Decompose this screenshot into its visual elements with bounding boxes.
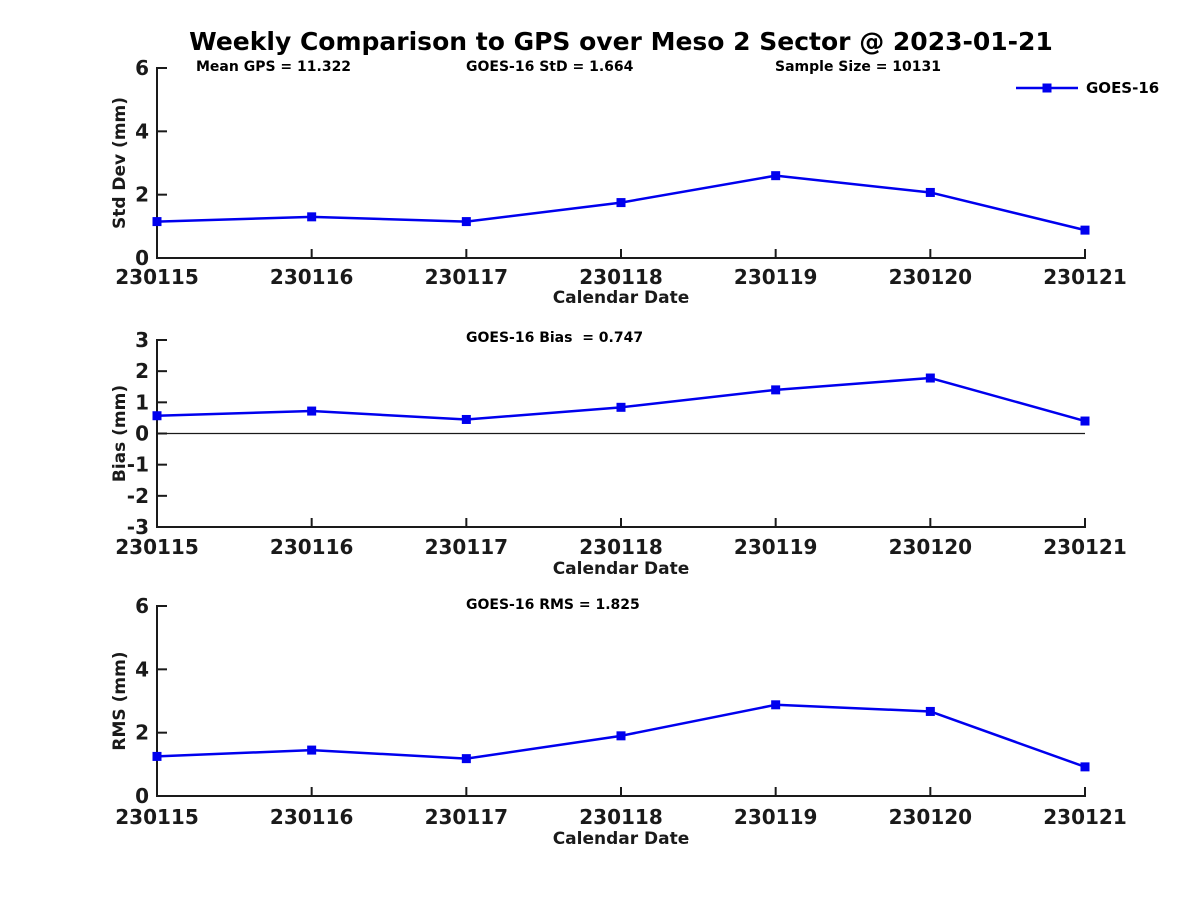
y-tick-label: 2 (135, 721, 149, 745)
x-tick-label: 230115 (115, 265, 199, 289)
x-tick-label: 230117 (425, 535, 509, 559)
x-tick-label: 230115 (115, 805, 199, 829)
x-tick-label: 230116 (270, 265, 354, 289)
y-tick-label: -3 (127, 515, 149, 539)
y-tick-label: 0 (135, 784, 149, 808)
y-tick-label: 3 (135, 328, 149, 352)
y-tick-label: 1 (135, 390, 149, 414)
annotation-text: GOES-16 StD = 1.664 (466, 59, 634, 75)
y-tick-label: 4 (135, 119, 149, 143)
y-tick-label: 4 (135, 657, 149, 681)
data-point-marker (461, 217, 471, 227)
y-tick-label: 2 (135, 359, 149, 383)
annotation-text: Sample Size = 10131 (775, 59, 941, 75)
data-point-marker (616, 198, 626, 208)
data-point-marker (1080, 416, 1090, 426)
data-point-marker (1080, 225, 1090, 235)
x-tick-label: 230117 (425, 265, 509, 289)
data-point-marker (152, 217, 162, 227)
x-tick-label: 230118 (579, 535, 663, 559)
x-tick-label: 230119 (734, 265, 818, 289)
data-point-marker (307, 745, 317, 755)
x-tick-label: 230120 (889, 265, 973, 289)
x-tick-label: 230118 (579, 265, 663, 289)
data-point-marker (461, 754, 471, 764)
x-tick-label: 230115 (115, 535, 199, 559)
data-point-marker (771, 171, 781, 181)
y-axis-label: RMS (mm) (110, 651, 130, 750)
y-tick-label: -1 (127, 453, 149, 477)
data-point-marker (616, 731, 626, 741)
x-tick-label: 230116 (270, 805, 354, 829)
data-point-marker (616, 402, 626, 412)
y-tick-label: 6 (135, 56, 149, 80)
data-point-marker (307, 406, 317, 416)
data-point-marker (152, 751, 162, 761)
legend-label: GOES-16 (1086, 79, 1159, 97)
y-tick-label: 0 (135, 246, 149, 270)
annotation-text: GOES-16 Bias = 0.747 (466, 330, 643, 346)
data-point-marker (925, 187, 935, 197)
y-tick-label: 0 (135, 422, 149, 446)
y-tick-label: -2 (127, 484, 149, 508)
data-point-marker (771, 385, 781, 395)
x-tick-label: 230119 (734, 535, 818, 559)
x-tick-label: 230120 (889, 535, 973, 559)
y-axis-label: Std Dev (mm) (110, 97, 130, 229)
legend-marker (1042, 83, 1052, 93)
rms-chart: 0 2 4 6 230115 230116 230117 230118 230119 230120… (110, 594, 1127, 849)
annotation-text: GOES-16 RMS = 1.825 (466, 597, 640, 613)
data-point-marker (1080, 762, 1090, 772)
y-tick-label: 2 (135, 183, 149, 207)
data-point-marker (152, 411, 162, 421)
data-point-marker (461, 414, 471, 424)
x-tick-label: 230121 (1043, 265, 1127, 289)
x-axis-label: Calendar Date (553, 829, 690, 849)
x-tick-label: 230116 (270, 535, 354, 559)
x-tick-label: 230121 (1043, 805, 1127, 829)
x-tick-label: 230119 (734, 805, 818, 829)
y-axis-label: Bias (mm) (110, 385, 130, 482)
stddev-chart: 0 2 4 6 230115 230116 230117 230118 230119 230120… (110, 56, 1159, 308)
x-tick-label: 230118 (579, 805, 663, 829)
x-tick-label: 230117 (425, 805, 509, 829)
x-axis-label: Calendar Date (553, 559, 690, 579)
x-tick-label: 230121 (1043, 535, 1127, 559)
data-point-marker (925, 373, 935, 383)
data-point-marker (307, 212, 317, 222)
data-line (156, 376, 1086, 423)
data-point-marker (925, 706, 935, 716)
y-tick-label: 6 (135, 594, 149, 618)
annotation-text: Mean GPS = 11.322 (196, 59, 351, 75)
data-point-marker (771, 700, 781, 710)
figure-title: Weekly Comparison to GPS over Meso 2 Sec… (189, 27, 1053, 56)
x-axis-label: Calendar Date (553, 288, 690, 308)
x-tick-label: 230120 (889, 805, 973, 829)
